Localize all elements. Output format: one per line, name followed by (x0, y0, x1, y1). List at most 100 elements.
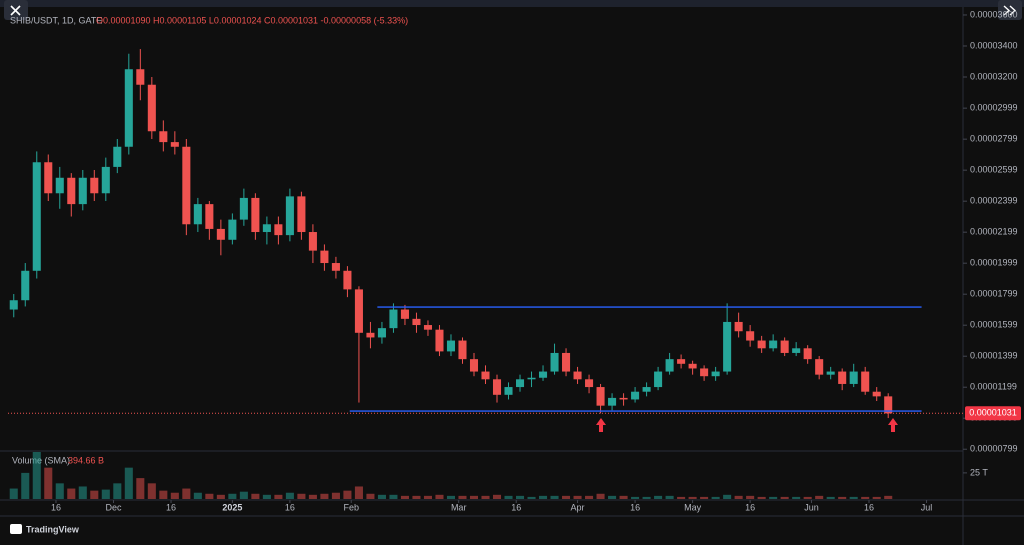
volume-bar (377, 494, 386, 499)
volume-bar (32, 452, 41, 499)
volume-bar (101, 489, 110, 499)
symbol: SHIB/USDT, 1D, GATE (10, 15, 102, 25)
x-tick-label: Jul (921, 502, 933, 512)
volume-bar (872, 496, 881, 499)
volume-bar (562, 495, 571, 499)
y-tick-label: 0.00002999 (970, 103, 1018, 113)
candle-body (677, 359, 686, 364)
volume-bar (354, 486, 363, 499)
volume-bar (412, 495, 421, 499)
candle-body (631, 391, 640, 400)
x-tick-label: Dec (106, 502, 123, 512)
candle-body (665, 359, 674, 372)
volume-bar (815, 495, 824, 499)
volume-bar (251, 493, 260, 499)
candle-body (826, 371, 835, 375)
candle-body (838, 371, 847, 384)
candle-body (492, 379, 502, 395)
volume-bar (769, 496, 778, 499)
candle-body (193, 204, 202, 225)
volume-bar (550, 495, 559, 499)
arrow-marker (888, 418, 898, 432)
brand-logo (10, 524, 22, 534)
candle-body (44, 162, 53, 194)
candle-body (412, 318, 421, 326)
candle-body (757, 340, 766, 349)
candle-body (297, 196, 306, 233)
candle-body (78, 177, 87, 205)
candle-body (113, 146, 122, 167)
candle-body (539, 371, 548, 378)
volume-bar (803, 496, 812, 499)
last-price-tag (965, 406, 1021, 421)
x-tick-label: 16 (166, 502, 176, 512)
volume-bar (423, 495, 432, 499)
candle-body (446, 340, 456, 352)
volume-bar (527, 496, 536, 499)
candle-body (274, 224, 283, 236)
candle-body (251, 197, 260, 233)
x-tick-label: 16 (745, 502, 755, 512)
candle-body (285, 196, 294, 236)
candle-body (642, 387, 651, 392)
candle-body (423, 325, 432, 330)
last-price-label: 0.00001031 (969, 408, 1017, 418)
candle-body (515, 379, 525, 388)
candle-body (550, 352, 559, 372)
volume-bar (780, 496, 789, 499)
volume-bar (343, 490, 352, 499)
candle-body (239, 197, 248, 220)
volume-bar (573, 495, 582, 499)
volume-bar (182, 488, 191, 499)
candle-body (723, 321, 732, 372)
candle-body (803, 348, 812, 360)
volume-bar (124, 467, 133, 499)
candle-body (481, 371, 490, 380)
candle-body (780, 340, 789, 353)
candle-body (769, 340, 778, 349)
volume-bar (78, 486, 87, 499)
x-tick-label: 16 (864, 502, 874, 512)
volume-bar (481, 495, 490, 499)
y-tick-label: 0.00003600 (970, 9, 1018, 19)
y-tick-label: 0.00001799 (970, 289, 1018, 299)
y-tick-label: 0.00002799 (970, 134, 1018, 144)
candle-body (228, 219, 237, 240)
candle-body (377, 328, 386, 338)
volume-bar (113, 483, 122, 499)
expand-icon (1003, 5, 1017, 16)
volume-bar (308, 494, 317, 499)
y-tick-label: 0.00003200 (970, 71, 1018, 81)
candle-body (608, 397, 617, 406)
volume-bar (21, 472, 30, 499)
candle-body (711, 371, 720, 377)
candle-body (216, 228, 225, 240)
volume-bar (297, 493, 306, 499)
volume-bar (884, 495, 893, 499)
candle-body (435, 329, 444, 352)
volume-bar (469, 495, 479, 499)
x-tick-label: 2025 (222, 502, 242, 512)
volume-bar (838, 496, 847, 499)
volume-bar (665, 495, 674, 499)
brand: TradingView (26, 524, 80, 534)
candle-body (400, 309, 409, 319)
candle-body (792, 348, 801, 353)
volume-bar (585, 495, 594, 499)
candle-body (734, 321, 743, 332)
candle-body (389, 309, 398, 329)
close-icon (10, 5, 21, 16)
candle-body (331, 263, 340, 271)
candle-body (159, 131, 168, 143)
candle-body (262, 224, 271, 233)
candle-body (654, 371, 663, 388)
y-tick-label: 0.00003400 (970, 40, 1018, 50)
volume-bar (446, 495, 456, 499)
candle-body (147, 84, 156, 132)
volume-bar (792, 496, 801, 499)
x-tick-label: 16 (51, 502, 61, 512)
volume-bar (654, 495, 663, 499)
